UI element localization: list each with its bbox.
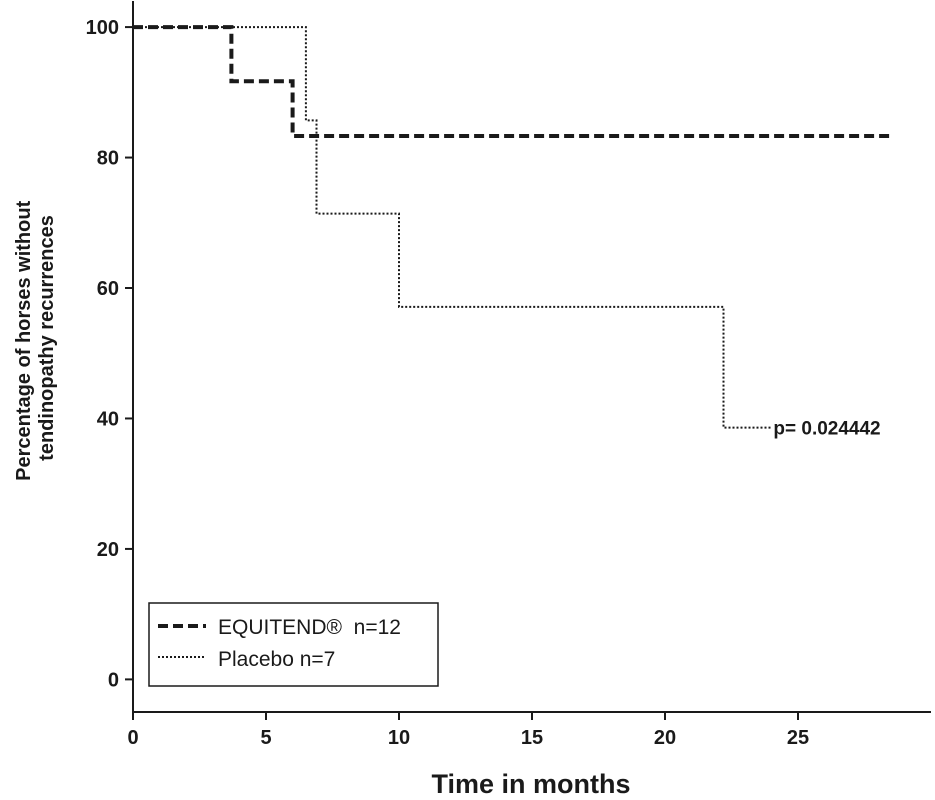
legend-box bbox=[148, 602, 439, 687]
y-axis-title: Percentage of horses without tendinopath… bbox=[13, 195, 58, 481]
y-tick-label: 0 bbox=[108, 669, 119, 691]
y-tick-label: 20 bbox=[97, 539, 119, 561]
x-ticks: 0 5 10 15 20 25 bbox=[127, 712, 809, 749]
p-value-annotation: p= 0.024442 bbox=[773, 419, 880, 440]
x-axis-title: Time in months bbox=[431, 769, 630, 799]
series-line-equitend bbox=[133, 25, 894, 138]
y-ticks: 0 20 40 60 80 100 bbox=[86, 17, 133, 691]
legend-label-placebo: Placebo n=7 bbox=[218, 648, 335, 671]
x-tick-label: 15 bbox=[521, 727, 543, 749]
y-tick-label: 80 bbox=[97, 148, 119, 170]
x-tick-label: 20 bbox=[654, 727, 676, 749]
y-tick-label: 60 bbox=[97, 278, 119, 300]
x-tick-label: 5 bbox=[260, 727, 271, 749]
y-tick-label: 100 bbox=[86, 17, 119, 39]
series-line-placebo bbox=[133, 26, 772, 429]
legend-label-equitend: EQUITEND® n=12 bbox=[218, 616, 401, 639]
axes-layer: 0 20 40 60 80 100 0 5 10 15 20 25 bbox=[86, 1, 931, 749]
y-axis-title-line-1: Percentage of horses without bbox=[13, 200, 35, 480]
y-tick-label: 40 bbox=[97, 408, 119, 430]
series-layer bbox=[133, 25, 894, 429]
plot-area: 0 20 40 60 80 100 0 5 10 15 20 25 bbox=[86, 1, 931, 749]
x-tick-label: 0 bbox=[127, 727, 138, 749]
y-axis-title-line-2: tendinopathy recurrences bbox=[36, 215, 58, 461]
x-tick-label: 25 bbox=[787, 727, 809, 749]
legend: EQUITEND® n=12 Placebo n=7 bbox=[148, 602, 439, 687]
x-tick-label: 10 bbox=[388, 727, 410, 749]
